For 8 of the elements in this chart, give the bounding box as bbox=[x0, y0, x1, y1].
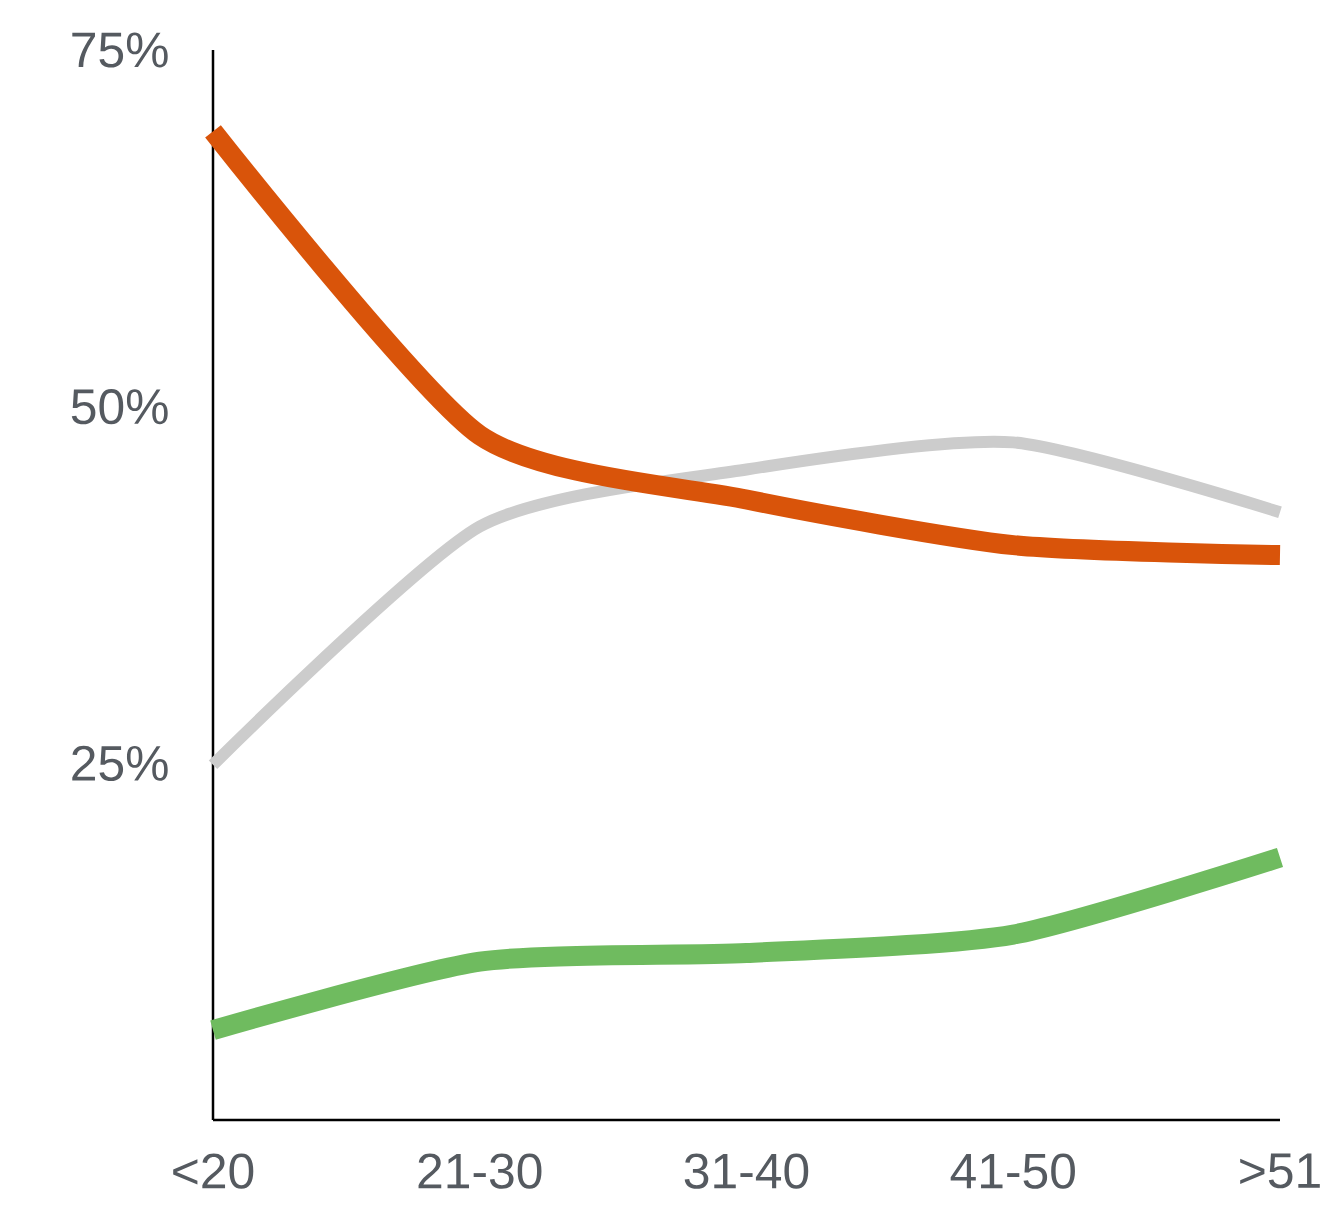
y-tick-label: 50% bbox=[71, 389, 168, 425]
x-tick-label: 41-50 bbox=[950, 1153, 1075, 1189]
y-tick-label: 25% bbox=[72, 745, 168, 781]
x-tick-label: >51 bbox=[1240, 1153, 1320, 1189]
x-tick-label: 31-40 bbox=[684, 1153, 809, 1189]
x-tick-label: 21-30 bbox=[418, 1153, 542, 1189]
x-tick-label: <20 bbox=[173, 1153, 254, 1189]
y-tick-label: 75% bbox=[72, 32, 168, 68]
